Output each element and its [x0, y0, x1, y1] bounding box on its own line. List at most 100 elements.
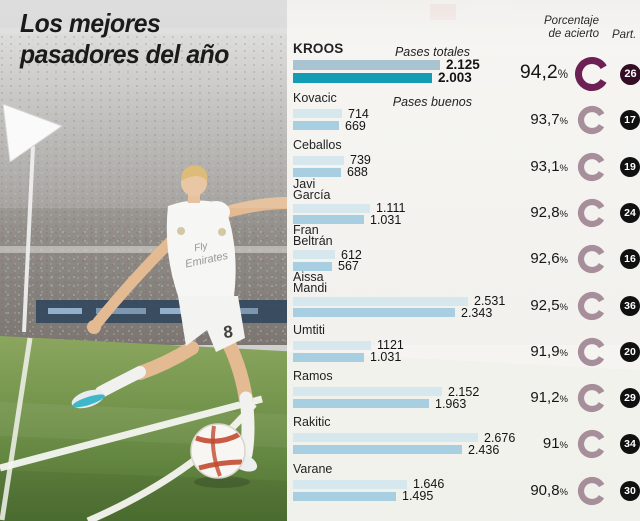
- good-passes-bar-value: 1.963: [435, 396, 467, 411]
- player-row-umtiti: Umtiti 1121 1.031 91,9% 20: [293, 320, 640, 366]
- good-passes-bar: [293, 167, 341, 177]
- good-passes-bar-value: 1.495: [402, 489, 434, 504]
- good-passes-bar-value: 2.436: [468, 442, 500, 457]
- corner-arc: [86, 401, 257, 521]
- player-name: Fran Beltrán: [293, 223, 333, 249]
- total-passes-bar: [293, 155, 344, 165]
- page-title: Los mejores pasadores del año: [20, 8, 229, 70]
- player-name: Umtiti: [293, 322, 325, 337]
- total-passes-bar: [293, 340, 371, 350]
- accuracy-ring-icon: [577, 105, 607, 140]
- stand-walkway: [0, 246, 300, 253]
- player-row-javi-garcía: Javi García 1.111 1.031 92,8% 24: [293, 176, 640, 227]
- total-passes-bar: [293, 203, 370, 213]
- total-passes-bar: [293, 433, 478, 443]
- touchline: [0, 337, 33, 521]
- player-row-ceballos: Ceballos 739 688 93,1% 19: [293, 135, 640, 181]
- column-header-porcentaje: Porcentaje de acierto: [544, 15, 599, 40]
- good-passes-bar: [293, 121, 339, 131]
- accuracy-percent: 93,7%: [530, 111, 568, 129]
- total-passes-bar-value: 2.531: [474, 294, 506, 308]
- shorts-number: 8: [222, 322, 233, 342]
- good-passes-bar-value: 669: [345, 118, 366, 133]
- accuracy-ring-icon: [577, 476, 607, 511]
- good-passes-bar-value: 2.003: [438, 70, 472, 85]
- corner-flag-pole: [22, 145, 35, 333]
- column-header-part: Part.: [612, 29, 637, 41]
- good-passes-bar: [293, 215, 364, 225]
- title-line2: pasadores del año: [20, 39, 229, 69]
- player-hair: [181, 165, 208, 181]
- svg-text:Fly: Fly: [193, 241, 209, 255]
- accuracy-percent: 92,6%: [530, 250, 568, 268]
- good-passes-bar: [293, 445, 462, 455]
- accuracy-percent: 91,2%: [530, 389, 568, 407]
- player-name: Ramos: [293, 369, 333, 384]
- goal-line: [0, 395, 263, 472]
- participations-badge: 26: [620, 63, 640, 85]
- good-passes-bar: [293, 352, 364, 362]
- participations-badge: 24: [620, 202, 640, 223]
- total-passes-bar: [293, 479, 407, 489]
- legend-pases-totales: Pases totales: [394, 45, 470, 59]
- participations-badge: 17: [620, 110, 640, 131]
- accuracy-ring-icon: [577, 244, 607, 279]
- accuracy-percent: 93,1%: [530, 157, 568, 175]
- participations-badge: 19: [620, 156, 640, 177]
- participations-badge: 16: [620, 249, 640, 270]
- total-passes-bar-value: 1.646: [413, 477, 445, 492]
- participations-badge: 20: [620, 341, 640, 362]
- total-passes-bar: [293, 296, 468, 306]
- participations-badge: 34: [620, 434, 640, 455]
- accuracy-ring-icon: [577, 198, 607, 233]
- player-row-kroos: KROOS 2.125 2.003 94,2% 26: [293, 41, 640, 91]
- football: [190, 423, 250, 488]
- accuracy-ring-icon: [577, 383, 607, 418]
- accuracy-percent: 91%: [542, 435, 568, 453]
- accuracy-percent: 91,9%: [530, 342, 568, 360]
- player-name: Kovacic: [293, 91, 337, 106]
- participations-badge: 30: [620, 480, 640, 501]
- total-passes-bar-value: 2.152: [448, 384, 480, 399]
- legend-pases-buenos: Pases buenos: [392, 95, 472, 109]
- accuracy-ring-icon: [577, 291, 607, 326]
- good-passes-bar-value: 1.031: [370, 350, 402, 365]
- player-name: KROOS: [293, 41, 344, 56]
- total-passes-bar-value: 1121: [377, 338, 404, 353]
- player-row-ramos: Ramos 2.152 1.963 91,2% 29: [293, 366, 640, 413]
- good-passes-bar-value: 567: [338, 259, 359, 274]
- player-name: Ceballos: [293, 137, 342, 152]
- accuracy-ring-icon: [577, 337, 607, 372]
- player-figure: 8 Fly Emirates: [71, 165, 302, 472]
- player-right-sock: [239, 391, 255, 461]
- total-passes-bar: [293, 60, 440, 70]
- player-name: Varane: [293, 461, 333, 476]
- total-passes-bar-value: 714: [348, 106, 369, 121]
- player-left-boot: [71, 389, 105, 409]
- accuracy-percent: 92,8%: [530, 203, 568, 221]
- player-name: Aissa Mandi: [293, 269, 328, 295]
- total-passes-bar: [293, 250, 335, 260]
- player-shirt: [166, 200, 236, 296]
- player-row-aissa-mandi: Aissa Mandi 2.531 2.343 92,5% 36: [293, 269, 640, 320]
- good-passes-bar-value: 2.343: [461, 305, 493, 320]
- player-name: Javi García: [293, 176, 331, 202]
- player-shorts: [178, 296, 245, 352]
- accuracy-ring-icon: [574, 56, 610, 97]
- player-row-rakitic: Rakitic 2.676 2.436 91% 34: [293, 412, 640, 459]
- accuracy-percent: 92,5%: [530, 296, 568, 314]
- good-passes-bar: [293, 73, 432, 83]
- player-row-kovacic: Kovacic 714 669 93,7% 17: [293, 88, 640, 135]
- title-line1: Los mejores: [20, 8, 161, 38]
- player-row-varane: Varane 1.646 1.495 90,8% 30: [293, 459, 640, 505]
- player-row-fran-beltrán: Fran Beltrán 612 567 92,6% 16: [293, 223, 640, 274]
- good-passes-bar-value: 688: [347, 165, 368, 180]
- participations-badge: 29: [620, 388, 640, 409]
- good-passes-bar: [293, 399, 429, 409]
- total-passes-bar-value: 739: [350, 153, 371, 168]
- total-passes-bar-value: 2.125: [446, 57, 480, 72]
- player-left-sock: [95, 366, 146, 398]
- good-passes-bar: [293, 308, 455, 317]
- accuracy-percent: 90,8%: [530, 481, 568, 499]
